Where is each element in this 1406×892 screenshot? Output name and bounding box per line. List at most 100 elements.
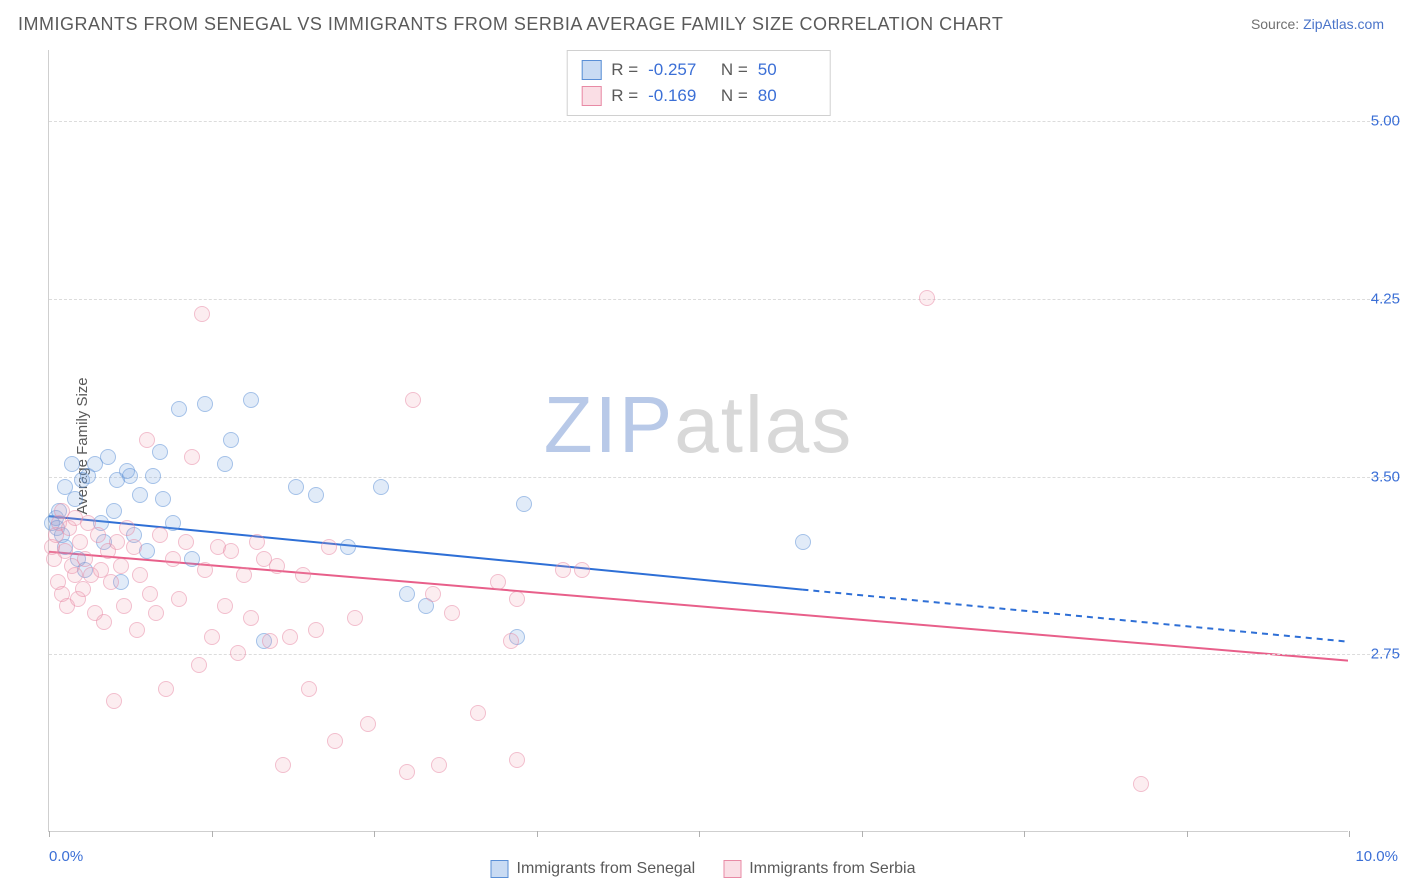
data-point — [230, 645, 246, 661]
data-point — [155, 491, 171, 507]
data-point — [64, 456, 80, 472]
series-legend: Immigrants from SenegalImmigrants from S… — [491, 860, 916, 878]
x-tick — [212, 831, 213, 837]
data-point — [360, 716, 376, 732]
data-point — [1133, 776, 1149, 792]
data-point — [217, 598, 233, 614]
x-tick — [374, 831, 375, 837]
stat-r-value: -0.169 — [648, 86, 706, 106]
data-point — [217, 456, 233, 472]
chart-container: IMMIGRANTS FROM SENEGAL VS IMMIGRANTS FR… — [0, 0, 1406, 892]
data-point — [72, 534, 88, 550]
gridline — [49, 299, 1400, 300]
legend-swatch — [581, 60, 601, 80]
data-point — [184, 551, 200, 567]
data-point — [275, 757, 291, 773]
stats-legend-row: R = -0.257 N = 50 — [581, 57, 816, 83]
data-point — [96, 614, 112, 630]
data-point — [132, 567, 148, 583]
stat-n-value: 80 — [758, 86, 816, 106]
gridline — [49, 654, 1400, 655]
x-tick — [699, 831, 700, 837]
data-point — [152, 444, 168, 460]
data-point — [503, 633, 519, 649]
x-tick — [1187, 831, 1188, 837]
data-point — [301, 681, 317, 697]
legend-swatch — [581, 86, 601, 106]
watermark-zip: ZIP — [544, 380, 674, 469]
gridline — [49, 121, 1400, 122]
data-point — [340, 539, 356, 555]
data-point — [327, 733, 343, 749]
data-point — [129, 622, 145, 638]
data-point — [90, 527, 106, 543]
data-point — [204, 629, 220, 645]
x-tick — [862, 831, 863, 837]
data-point — [171, 401, 187, 417]
trend-lines — [49, 50, 1348, 831]
stat-n-label: N = — [716, 60, 748, 80]
data-point — [490, 574, 506, 590]
stat-r-label: R = — [611, 60, 638, 80]
plot-area: ZIPatlas R = -0.257 N = 50R = -0.169 N =… — [48, 50, 1348, 832]
data-point — [148, 605, 164, 621]
data-point — [444, 605, 460, 621]
data-point — [347, 610, 363, 626]
data-point — [106, 693, 122, 709]
data-point — [142, 586, 158, 602]
x-tick — [537, 831, 538, 837]
x-tick — [1024, 831, 1025, 837]
data-point — [197, 396, 213, 412]
data-point — [158, 681, 174, 697]
data-point — [116, 598, 132, 614]
chart-title: IMMIGRANTS FROM SENEGAL VS IMMIGRANTS FR… — [18, 14, 1003, 35]
data-point — [470, 705, 486, 721]
data-point — [321, 539, 337, 555]
data-point — [126, 539, 142, 555]
legend-item: Immigrants from Senegal — [491, 860, 696, 878]
stat-n-label: N = — [716, 86, 748, 106]
data-point — [67, 491, 83, 507]
stats-legend: R = -0.257 N = 50R = -0.169 N = 80 — [566, 50, 831, 116]
data-point — [509, 752, 525, 768]
stats-legend-row: R = -0.169 N = 80 — [581, 83, 816, 109]
data-point — [75, 581, 91, 597]
y-tick-label: 2.75 — [1371, 646, 1400, 663]
data-point — [223, 432, 239, 448]
data-point — [308, 487, 324, 503]
data-point — [288, 479, 304, 495]
data-point — [139, 432, 155, 448]
data-point — [555, 562, 571, 578]
data-point — [399, 764, 415, 780]
data-point — [165, 551, 181, 567]
data-point — [243, 610, 259, 626]
data-point — [919, 290, 935, 306]
data-point — [425, 586, 441, 602]
data-point — [132, 487, 148, 503]
data-point — [431, 757, 447, 773]
source-link[interactable]: ZipAtlas.com — [1303, 16, 1384, 32]
data-point — [109, 534, 125, 550]
stat-r-value: -0.257 — [648, 60, 706, 80]
stat-r-label: R = — [611, 86, 638, 106]
data-point — [262, 633, 278, 649]
data-point — [100, 449, 116, 465]
data-point — [165, 515, 181, 531]
y-tick-label: 5.00 — [1371, 113, 1400, 130]
data-point — [405, 392, 421, 408]
data-point — [77, 551, 93, 567]
data-point — [119, 520, 135, 536]
data-point — [152, 527, 168, 543]
legend-swatch — [491, 860, 509, 878]
x-axis-min-label: 0.0% — [49, 848, 83, 865]
data-point — [197, 562, 213, 578]
data-point — [171, 591, 187, 607]
y-tick-label: 4.25 — [1371, 290, 1400, 307]
data-point — [223, 543, 239, 559]
data-point — [249, 534, 265, 550]
data-point — [516, 496, 532, 512]
gridline — [49, 477, 1400, 478]
data-point — [145, 468, 161, 484]
legend-label: Immigrants from Senegal — [517, 860, 696, 878]
data-point — [236, 567, 252, 583]
